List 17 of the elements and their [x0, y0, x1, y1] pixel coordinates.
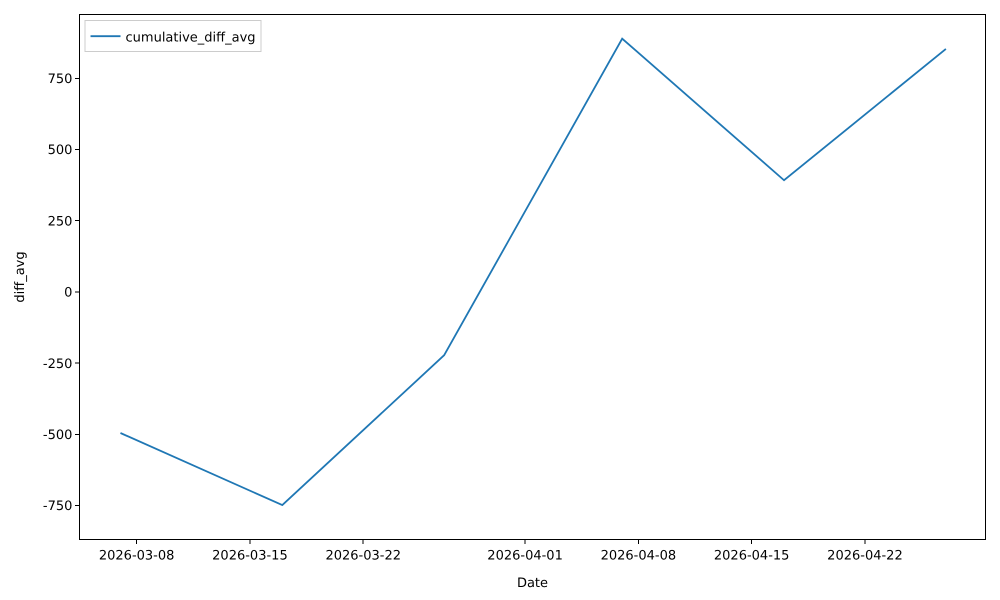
x-tick-label: 2026-04-08: [600, 548, 676, 564]
y-tick-label: 250: [48, 214, 72, 230]
x-tick-label: 2026-03-15: [212, 548, 288, 564]
y-tick-label: 500: [48, 143, 72, 158]
y-axis-title: diff_avg: [12, 251, 28, 303]
y-tick-label: 750: [48, 72, 72, 87]
x-tick-label: 2026-03-22: [325, 548, 402, 564]
y-tick-label: -750: [42, 499, 72, 514]
x-tick-label: 2026-03-08: [98, 548, 174, 564]
y-tick-label: -250: [42, 356, 72, 372]
x-tick-label: 2026-04-01: [487, 548, 563, 564]
legend-label: cumulative_diff_avg: [126, 30, 256, 46]
x-tick-label: 2026-04-15: [714, 548, 790, 564]
y-tick-label: -500: [42, 428, 72, 443]
y-tick-label: 0: [64, 286, 72, 301]
x-tick-label: 2026-04-22: [827, 548, 903, 564]
x-axis-title: Date: [516, 576, 548, 592]
